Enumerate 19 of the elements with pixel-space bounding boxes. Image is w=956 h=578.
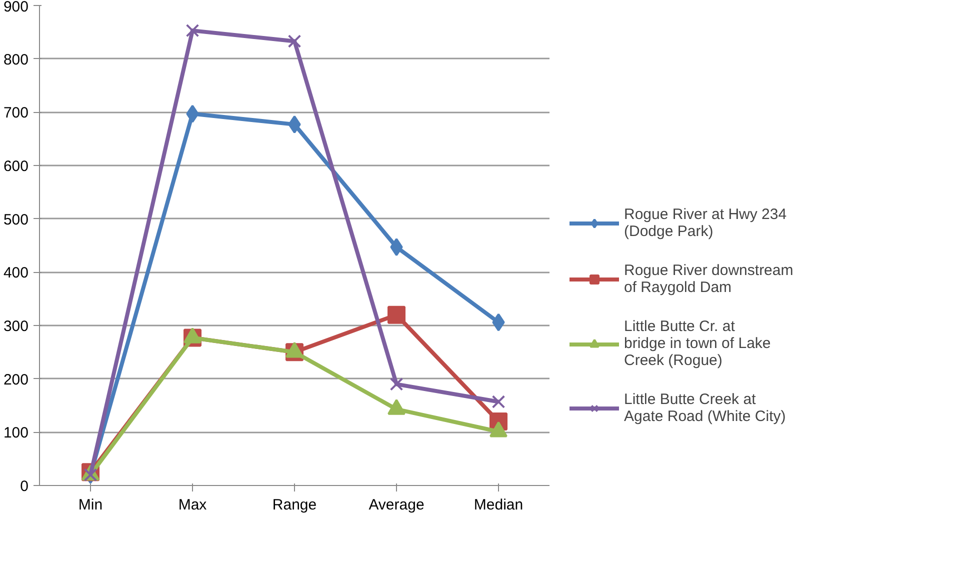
y-tick-label: 500 [3, 211, 29, 228]
legend-label: Little Butte Creek at Agate Road (White City) [624, 391, 786, 425]
legend-label: Rogue River at Hwy 234 (Dodge Park) [624, 206, 787, 240]
y-tick-label: 300 [3, 318, 29, 335]
x-tick-label: Range [272, 496, 317, 514]
x-tick-label: Min [78, 496, 103, 514]
y-tick-label: 200 [3, 371, 29, 388]
x-tick-label: Average [368, 496, 424, 514]
y-tick-label: 800 [3, 51, 29, 68]
x-tick-label: Median [474, 496, 524, 514]
legend-label: Little Butte Cr. at bridge in town of Lake Creek (Rogue) [624, 318, 771, 369]
y-tick-label: 100 [3, 424, 29, 442]
x-tick-label: Max [178, 496, 208, 514]
legend-label: Rogue River downstream of Raygold Dam [624, 262, 794, 296]
y-tick-label: 0 [20, 478, 28, 495]
y-tick-label: 400 [3, 264, 29, 282]
y-tick-label: 600 [3, 158, 29, 175]
y-tick-label: 700 [3, 104, 29, 122]
y-tick-label: 900 [3, 0, 29, 16]
